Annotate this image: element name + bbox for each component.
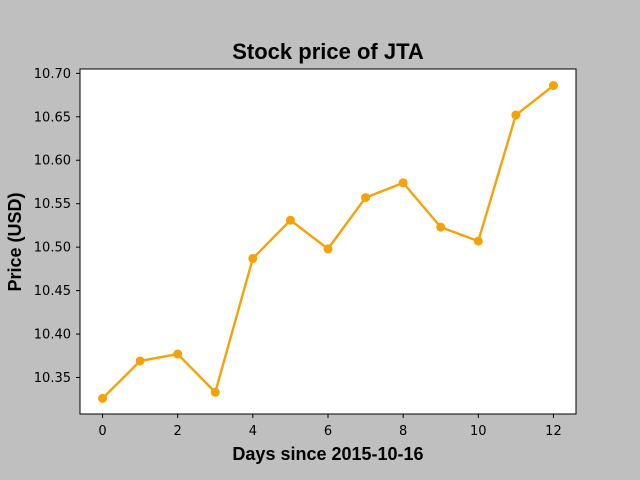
data-point [173, 349, 183, 359]
data-point [473, 236, 483, 246]
y-axis-label: Price (USD) [5, 192, 25, 291]
plot-area [79, 68, 577, 415]
y-tick-label: 10.40 [34, 328, 71, 343]
x-tick-label: 2 [174, 424, 182, 439]
y-tick-label: 10.35 [34, 371, 71, 386]
x-axis-label: Days since 2015-10-16 [232, 444, 423, 464]
y-tick-label: 10.60 [34, 154, 71, 169]
data-point [398, 178, 408, 188]
data-point [210, 387, 220, 397]
data-point [548, 81, 558, 91]
x-tick-label: 6 [324, 424, 332, 439]
data-point [323, 244, 333, 254]
data-point [285, 215, 295, 225]
y-tick-label: 10.65 [34, 110, 71, 125]
x-tick-label: 4 [249, 424, 257, 439]
x-axis: 0 2 4 6 8 10 12 [98, 414, 562, 439]
y-tick-label: 10.45 [34, 284, 71, 299]
x-tick-label: 0 [98, 424, 106, 439]
y-tick-label: 10.70 [34, 67, 71, 82]
data-point [511, 110, 521, 120]
x-tick-label: 8 [399, 424, 407, 439]
data-point [361, 193, 371, 203]
x-tick-label: 12 [545, 424, 562, 439]
series-group [98, 81, 558, 403]
data-point [436, 222, 446, 232]
x-tick-label: 10 [470, 424, 487, 439]
y-axis: 10.35 10.40 10.45 10.50 10.55 10.60 10.65 10.70 [34, 67, 80, 386]
data-point [248, 253, 258, 263]
data-point [98, 393, 108, 403]
y-tick-label: 10.55 [34, 197, 71, 212]
chart-title: Stock price of JTA [232, 39, 424, 64]
y-tick-label: 10.50 [34, 241, 71, 256]
data-point [135, 356, 145, 366]
